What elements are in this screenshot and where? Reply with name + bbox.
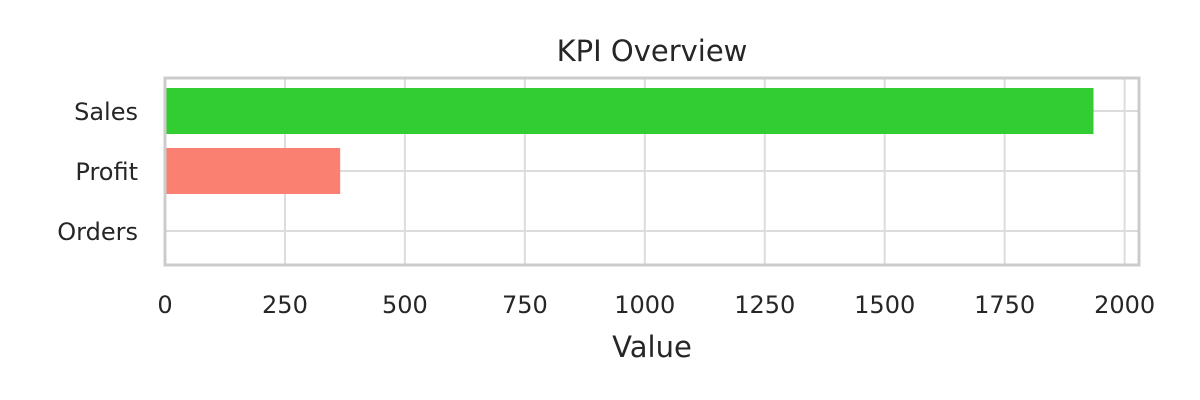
y-tick-labels: Sales Profit Orders — [57, 98, 138, 246]
x-tick-label: 1250 — [734, 291, 795, 319]
x-tick-label: 1000 — [614, 291, 675, 319]
plot-frame — [163, 76, 1141, 267]
y-tick-label: Profit — [75, 158, 138, 186]
bar-sales — [166, 88, 1094, 134]
y-tick-label: Orders — [57, 218, 138, 246]
x-tick-label: 500 — [382, 291, 428, 319]
x-tick-label: 250 — [262, 291, 308, 319]
x-tick-label: 1750 — [974, 291, 1035, 319]
x-tick-label: 0 — [157, 291, 172, 319]
x-tick-label: 750 — [502, 291, 548, 319]
bar-profit — [166, 148, 341, 194]
x-tick-label: 2000 — [1094, 291, 1155, 319]
y-tick-label: Sales — [74, 98, 138, 126]
chart-title: KPI Overview — [557, 34, 748, 68]
x-tick-labels: 0 250 500 750 1000 1250 1500 1750 2000 — [157, 291, 1155, 319]
bar-group — [166, 88, 1094, 194]
x-tick-label: 1500 — [854, 291, 915, 319]
x-axis-label: Value — [612, 330, 692, 364]
